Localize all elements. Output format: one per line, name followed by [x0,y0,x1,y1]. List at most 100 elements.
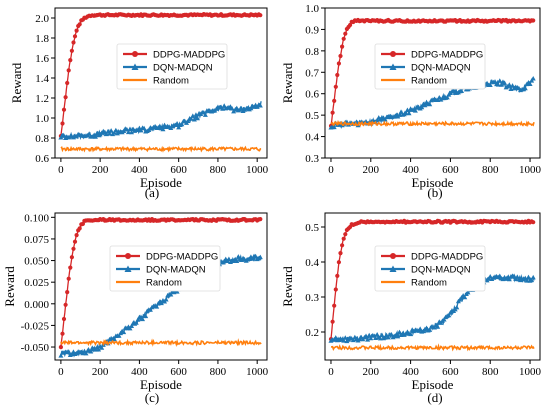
data-point [116,333,122,338]
x-tick-label: 200 [363,366,380,378]
data-point [529,277,535,283]
y-tick-label: 0.2 [305,327,319,339]
legend-label: Random [146,278,182,289]
data-point [377,335,383,341]
y-axis-label: Reward [280,62,295,103]
legend: DDPG-MADDPG DQN-MADQN Random [116,43,228,90]
data-point [338,53,343,59]
legend-marker [132,51,138,57]
data-point [140,316,146,322]
legend-label: Random [153,76,189,87]
series-line-random [60,145,262,153]
y-tick-label: 0.7 [305,67,319,79]
data-point [72,34,78,39]
data-point [68,265,73,270]
y-tick-label: 0.5 [305,110,319,122]
data-point [406,110,412,116]
data-point [60,121,65,126]
data-point [340,44,345,49]
y-tick-label: 0.8 [35,133,49,145]
data-point [454,304,460,310]
y-tick-label: 0.4 [305,132,319,144]
data-point [366,332,372,338]
data-point [427,327,433,332]
y-tick-label: 0.000 [24,299,49,311]
data-point [143,313,149,319]
chart-panel-3: 0 200 400 600 800 1000 -0.050 -0.025 0.000 0.025 0… [2,212,269,405]
plot-frame [324,212,541,361]
data-point [487,82,493,88]
y-tick-label: 0.100 [24,212,49,224]
data-point [341,236,346,241]
data-point [506,82,512,87]
data-point [435,324,441,329]
series-line-random [330,119,535,128]
y-tick-label: 0.9 [305,24,319,36]
y-axis-label: Reward [2,266,17,307]
legend-box [116,43,228,90]
legend: DDPG-MADDPG DQN-MADQN Random [374,245,486,292]
y-tick-label: 0.5 [305,222,319,234]
data-point [382,117,388,122]
panel-caption: (c) [145,390,159,405]
legend-marker [390,253,396,259]
data-point [69,48,74,53]
data-point [462,294,468,300]
data-point [338,251,343,256]
data-point [141,125,147,131]
data-point [408,331,414,337]
data-point [422,102,428,108]
data-point [511,273,517,278]
series-line-random [330,343,535,352]
y-tick-label: 2.0 [35,13,49,25]
data-point [83,350,89,356]
x-tick-label: 200 [92,164,109,176]
data-point [336,61,341,66]
data-point [66,349,72,354]
data-point [531,220,536,225]
x-axis-label: Episode [140,175,182,190]
data-point [531,18,536,23]
data-point [63,302,68,307]
chart-panel-2: 0 200 400 600 800 1000 0.3 0.4 0.5 0.6 0.7 0.8 0.9 1.… [280,3,542,200]
y-tick-label: 0.3 [305,153,319,165]
x-axis-label: Episode [140,377,182,392]
data-point [125,129,131,135]
data-point [66,68,71,73]
x-tick-label: 600 [442,164,459,176]
data-point [154,304,160,309]
data-point [506,276,512,282]
series-line-random [60,338,262,347]
x-tick-label: 0 [58,366,64,378]
data-point [398,109,404,114]
data-point [374,331,380,337]
data-point [61,316,67,322]
data-point [107,131,113,136]
data-point [343,31,348,36]
y-tick-label: 1.0 [305,3,319,15]
data-point [176,124,182,130]
data-point [127,325,133,331]
data-point [459,88,465,93]
data-point [331,124,337,130]
data-point [92,134,98,139]
data-point [99,345,105,350]
data-point [530,274,536,280]
plot-frame [54,7,268,159]
data-point [195,115,201,121]
x-tick-label: 400 [131,366,148,378]
data-point [77,22,82,27]
x-tick-label: 600 [170,366,187,378]
data-point [135,317,141,322]
x-tick-label: 0 [58,164,64,176]
data-point [343,232,348,237]
data-point [88,348,94,354]
x-tick-label: 800 [482,366,499,378]
data-point [77,226,82,231]
data-point [525,274,531,280]
data-point [495,82,501,87]
x-tick-label: 800 [210,366,227,378]
x-tick-label: 400 [131,164,148,176]
legend-label: DQN-MADQN [411,63,471,74]
